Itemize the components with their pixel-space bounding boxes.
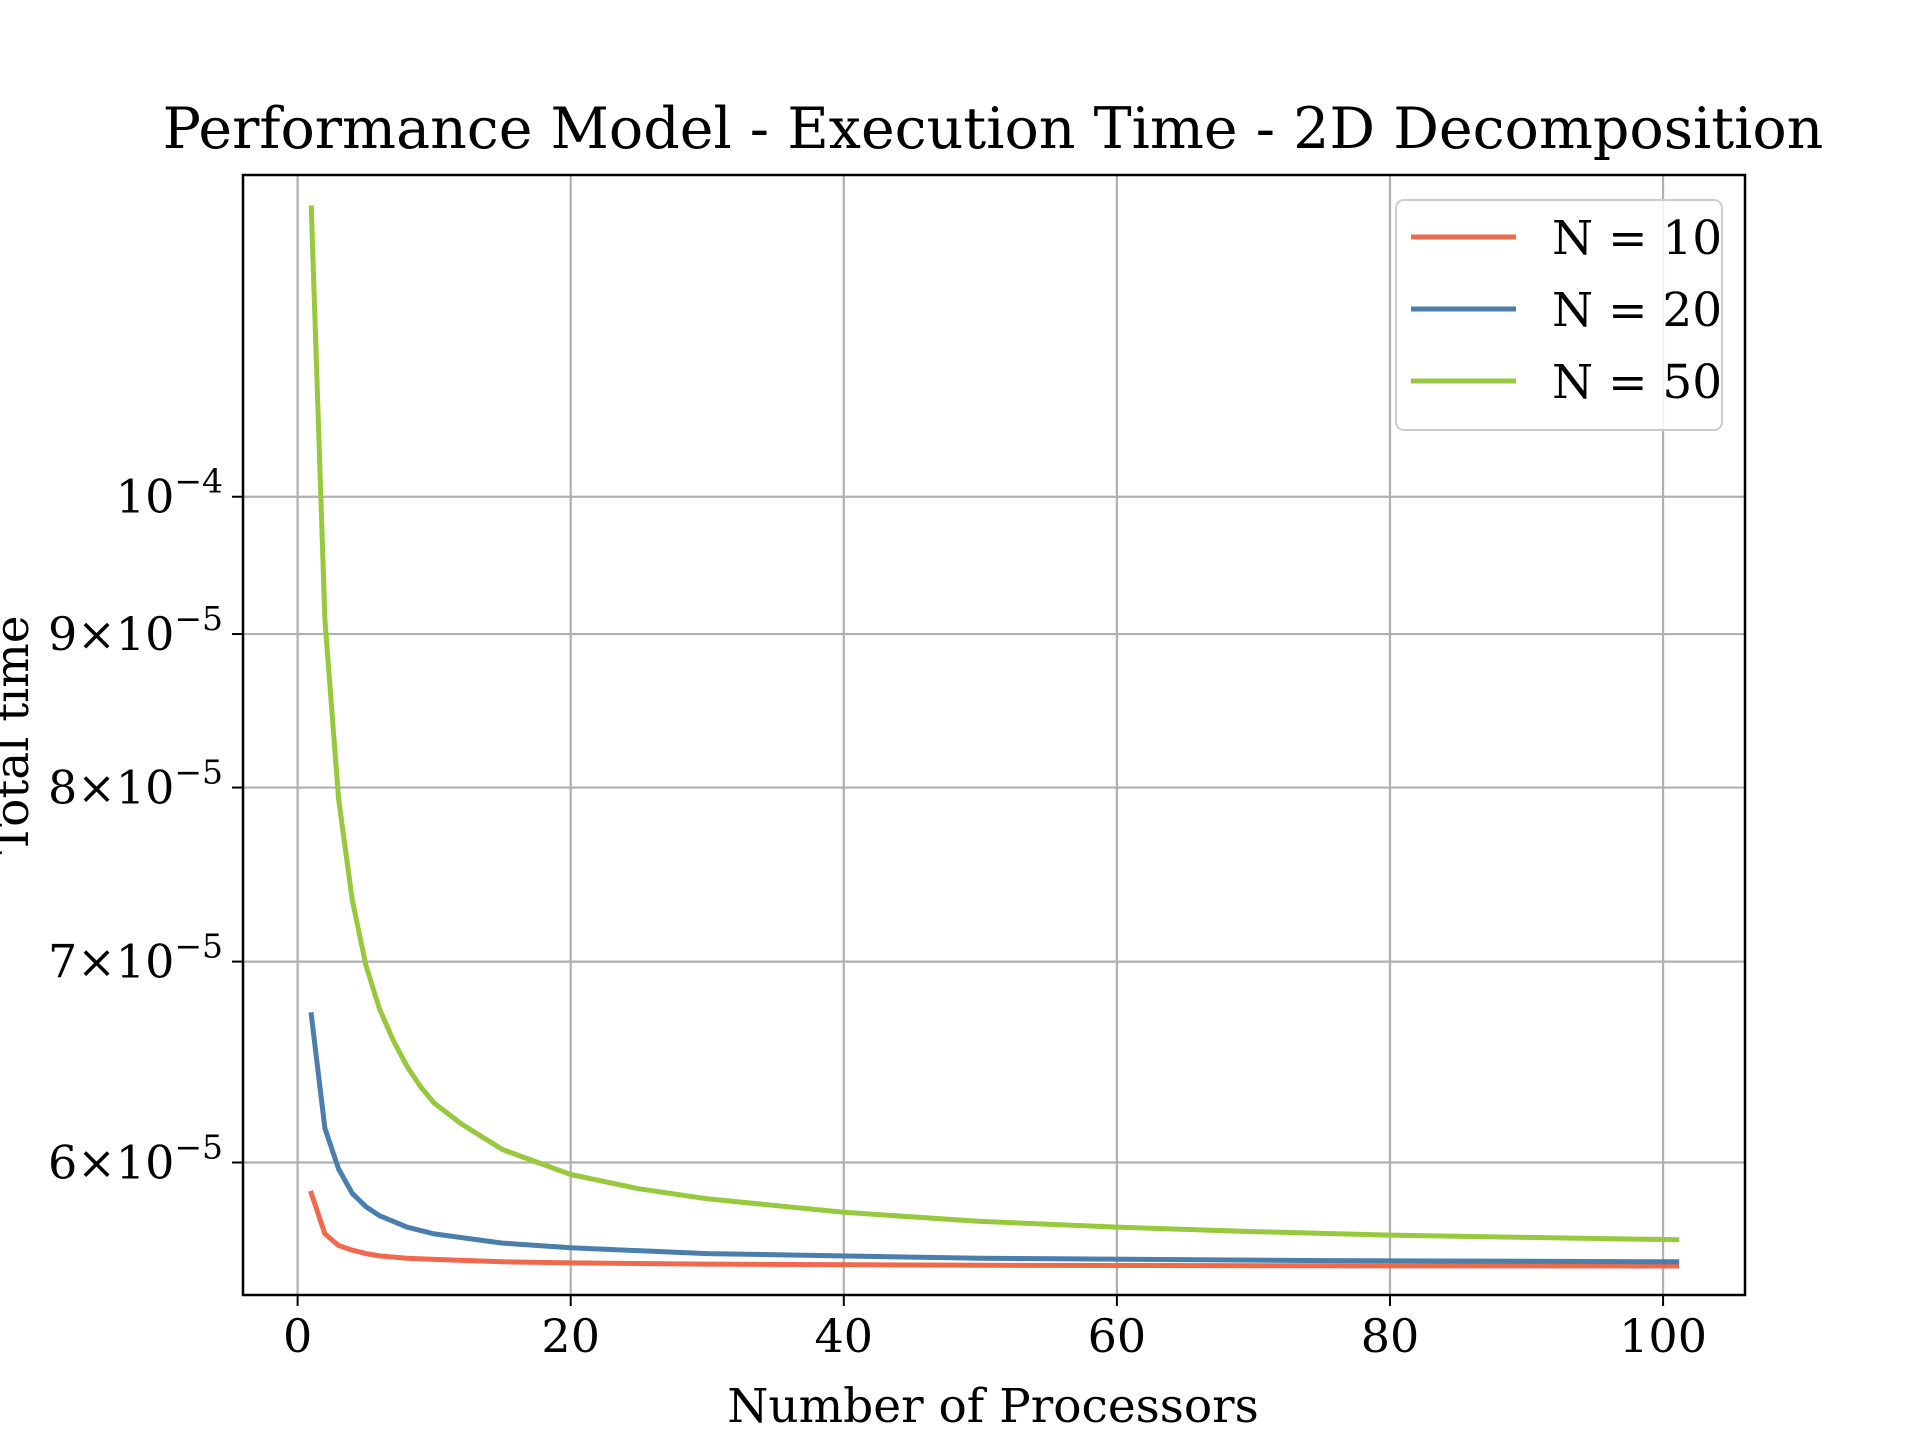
x-tick-label: 40 — [815, 1309, 874, 1363]
x-tick-label: 20 — [541, 1309, 600, 1363]
x-tick-label: 60 — [1088, 1309, 1147, 1363]
x-axis-label: Number of Processors — [727, 1379, 1259, 1434]
y-ticks: 10−4 9×10−5 8×10−5 7×10−5 6×10−5 — [48, 462, 243, 1190]
y-tick-label: 10−4 — [116, 462, 223, 524]
x-tick-label: 0 — [283, 1309, 312, 1363]
legend-box — [1395, 199, 1723, 431]
plot-frame — [241, 173, 1747, 1297]
series-layer — [308, 205, 1680, 1269]
series-line-2 — [308, 1012, 1680, 1265]
x-tick-label: 100 — [1619, 1309, 1707, 1363]
x-ticks: 0 20 40 60 80 100 — [283, 1295, 1707, 1363]
chart-title: Performance Model - Execution Time - 2D … — [163, 96, 1824, 162]
legend-label: N = 50 — [1552, 355, 1722, 410]
series-line-1 — [308, 1190, 1680, 1269]
x-tick-label: 80 — [1361, 1309, 1420, 1363]
y-axis-label: Total time — [0, 615, 40, 854]
legend-label: N = 20 — [1552, 283, 1722, 338]
y-tick-label: 8×10−5 — [48, 753, 223, 815]
legend-label: N = 10 — [1552, 211, 1722, 266]
y-tick-label: 9×10−5 — [48, 599, 223, 661]
y-tick-label: 7×10−5 — [48, 927, 223, 989]
series-line-3 — [308, 205, 1680, 1243]
y-tick-label: 6×10−5 — [48, 1128, 223, 1190]
legend: N = 10 N = 20 N = 50 — [1395, 199, 1723, 431]
